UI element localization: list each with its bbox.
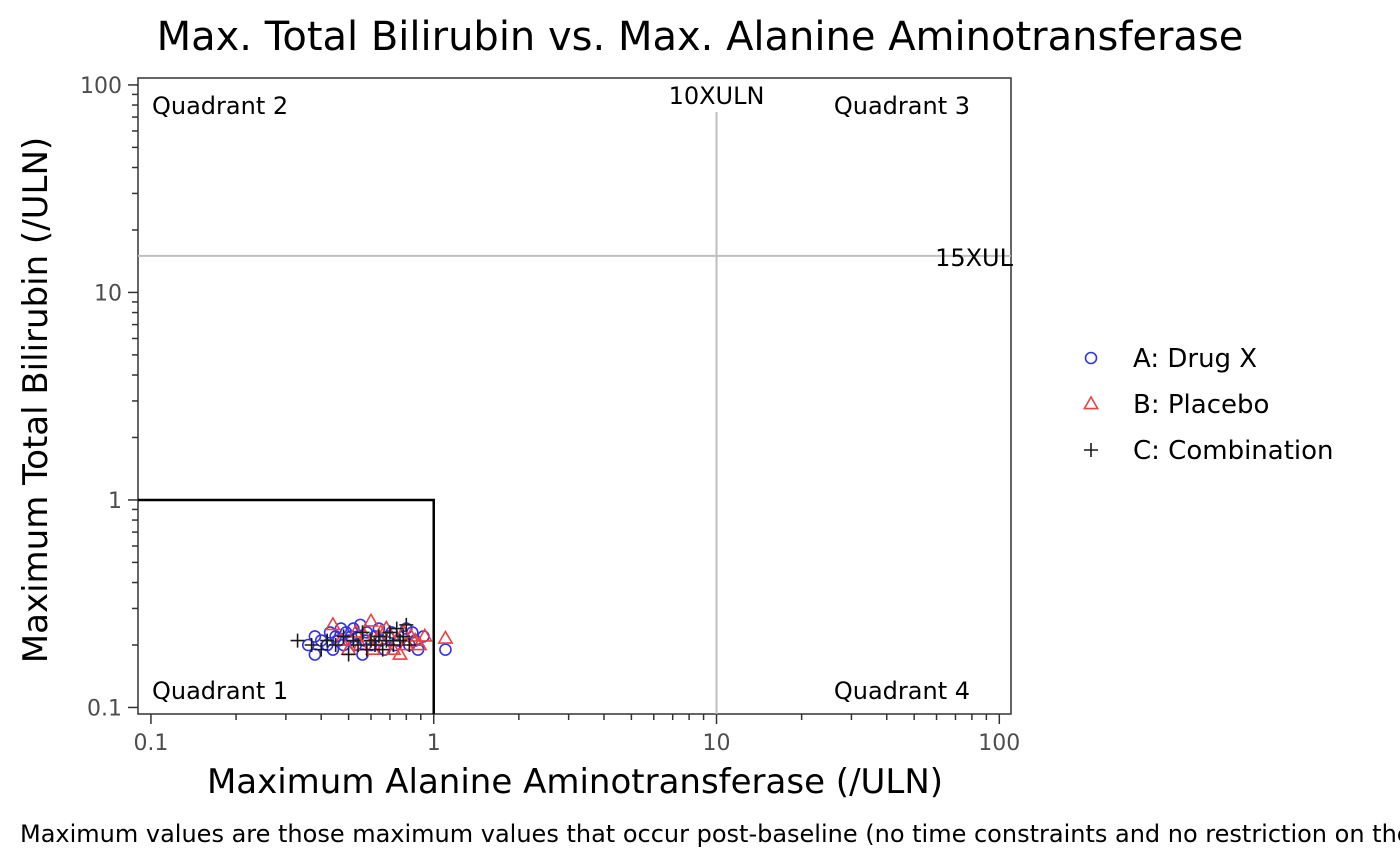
reference-label-vertical: 10XULN — [669, 82, 765, 110]
quadrant-label-top-left: Quadrant 2 — [152, 92, 288, 120]
data-point — [402, 637, 417, 652]
data-points — [290, 612, 454, 662]
data-point — [355, 625, 370, 640]
legend-item: C: Combination — [1084, 436, 1334, 466]
legend-label: B: Placebo — [1133, 390, 1269, 420]
data-point — [362, 612, 380, 627]
chart-title: Max. Total Bilirubin vs. Max. Alanine Am… — [157, 14, 1244, 60]
data-point — [382, 625, 397, 640]
data-point — [437, 629, 454, 644]
legend-key-triangle — [1082, 395, 1100, 410]
y-tick-label: 1 — [108, 489, 122, 514]
y-axis-title: Maximum Total Bilirubin (/ULN) — [16, 137, 56, 663]
data-point — [385, 641, 402, 655]
quadrant-label-bottom-right: Quadrant 4 — [834, 677, 970, 705]
y-tick-label: 10 — [94, 281, 122, 306]
data-point — [379, 633, 394, 648]
reference-label-horizontal: 15XUL — [935, 244, 1014, 272]
data-point — [399, 617, 414, 632]
data-point — [371, 629, 386, 644]
legend-label: A: Drug X — [1133, 344, 1257, 374]
plot-border — [137, 77, 1012, 715]
quadrant-label-bottom-left: Quadrant 1 — [152, 677, 288, 705]
x-tick-label: 0.1 — [133, 731, 168, 756]
quadrant-label-top-right: Quadrant 3 — [834, 92, 970, 120]
data-point — [347, 623, 364, 638]
data-point — [351, 637, 366, 652]
data-point — [308, 630, 322, 643]
legend: A: Drug X B: Placebo C: Combination — [1082, 344, 1334, 466]
data-point — [389, 621, 404, 636]
data-point — [411, 636, 428, 651]
data-point — [396, 629, 411, 644]
data-point — [341, 647, 356, 662]
plot-area — [137, 77, 1012, 715]
x-axis-title: Maximum Alanine Aminotransferase (/ULN) — [207, 762, 943, 802]
data-point — [314, 642, 329, 657]
x-tick-label: 1 — [427, 731, 441, 756]
y-tick-label: 0.1 — [87, 696, 122, 721]
data-point — [290, 633, 305, 648]
reference-lines: 10XULN 15XUL Quadrant 2 Quadrant 3 Quadrant … — [138, 82, 1014, 714]
data-point — [320, 633, 335, 648]
x-tick-label: 100 — [978, 731, 1020, 756]
data-point — [359, 642, 374, 657]
data-point — [364, 641, 382, 655]
caption: Maximum values are those maximum values … — [20, 820, 1400, 848]
legend-key-plus — [1084, 443, 1098, 457]
axes: 0.1 1 10 100 0.1 1 10 100 — [80, 74, 1020, 756]
x-tick-label: 10 — [703, 731, 731, 756]
data-point — [304, 637, 319, 652]
data-point — [336, 629, 351, 644]
legend-label: C: Combination — [1133, 436, 1334, 466]
series-3 — [290, 617, 417, 662]
data-point — [375, 642, 390, 657]
legend-item: B: Placebo — [1082, 390, 1269, 420]
data-point — [324, 616, 341, 631]
data-point — [328, 637, 343, 652]
data-point — [416, 627, 433, 642]
data-point — [391, 645, 409, 660]
legend-key-circle — [1084, 351, 1098, 365]
legend-item: A: Drug X — [1084, 344, 1257, 374]
y-tick-label: 100 — [80, 74, 122, 99]
data-point — [368, 637, 383, 652]
quadrant-box — [138, 498, 435, 714]
data-point — [439, 643, 452, 656]
